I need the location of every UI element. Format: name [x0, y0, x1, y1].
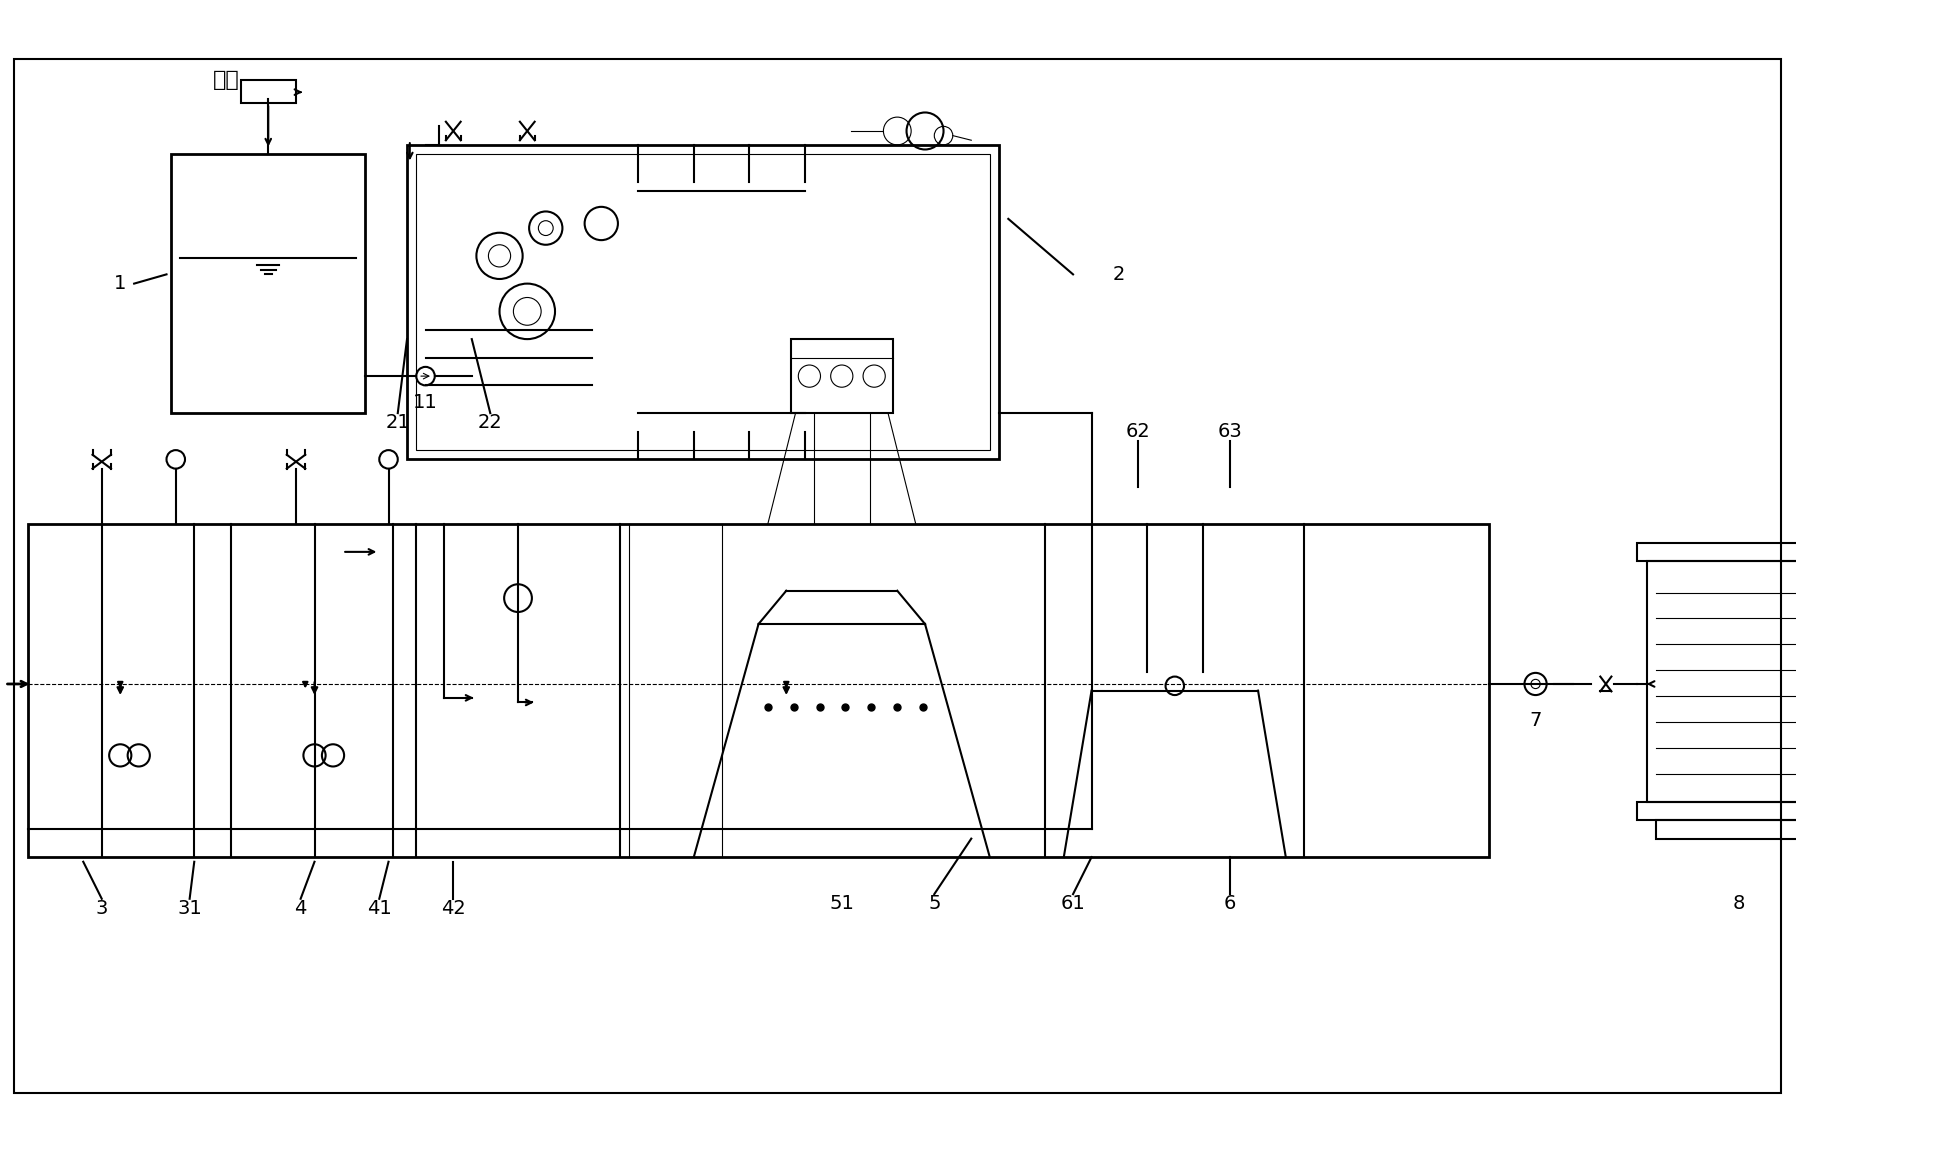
Text: 1: 1	[115, 274, 126, 293]
Bar	[1637, 802, 1841, 820]
Bar	[408, 145, 998, 459]
Text: 42: 42	[441, 898, 466, 918]
Text: 7: 7	[1530, 712, 1542, 730]
Text: 61: 61	[1060, 894, 1086, 913]
Text: 6: 6	[1223, 894, 1237, 913]
Text: 5: 5	[928, 894, 940, 913]
Text: 2: 2	[1113, 264, 1126, 284]
Text: 21: 21	[385, 413, 410, 432]
Bar	[27, 524, 1490, 857]
Bar	[171, 154, 365, 413]
Text: 63: 63	[1218, 422, 1243, 442]
Bar	[416, 154, 990, 450]
Text: 4: 4	[295, 898, 307, 918]
Polygon shape	[1934, 666, 1942, 703]
Text: 31: 31	[177, 898, 202, 918]
Bar	[1637, 543, 1841, 561]
Text: 41: 41	[367, 898, 392, 918]
Text: 8: 8	[1732, 894, 1746, 913]
Text: 51: 51	[829, 894, 854, 913]
Text: 3: 3	[95, 898, 109, 918]
Bar	[1647, 561, 1831, 802]
Text: 进水: 进水	[214, 70, 241, 90]
Text: 62: 62	[1126, 422, 1150, 442]
Bar	[1657, 820, 1822, 838]
Bar	[241, 81, 295, 104]
Text: 22: 22	[478, 413, 503, 432]
Bar	[790, 339, 893, 413]
Text: 11: 11	[414, 392, 437, 412]
